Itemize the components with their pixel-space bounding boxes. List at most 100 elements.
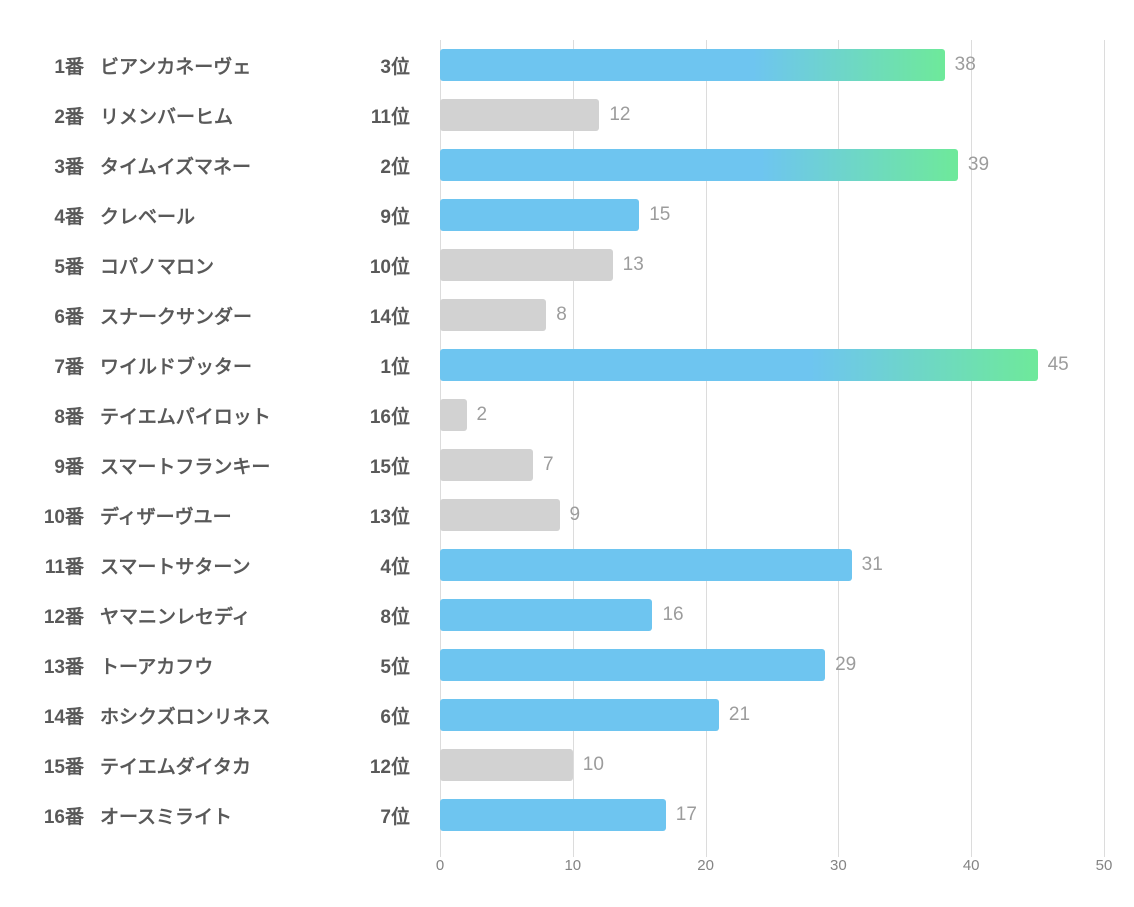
bar-track: 17 (440, 790, 1104, 840)
entry-number: 13番 (30, 652, 100, 679)
x-axis: 01020304050 (440, 857, 1104, 877)
entry-name: スマートフランキー (100, 452, 320, 479)
chart-row: 9番スマートフランキー15位 7 (30, 440, 1104, 490)
chart-row: 5番コパノマロン10位 13 (30, 240, 1104, 290)
chart-row: 8番テイエムパイロット16位2 (30, 390, 1104, 440)
bar-track: 15 (440, 190, 1104, 240)
entry-number: 7番 (30, 352, 100, 379)
entry-rank: 16位 (320, 402, 440, 429)
entry-name: ビアンカネーヴェ (100, 52, 320, 79)
bar-track: 8 (440, 290, 1104, 340)
bar-value-label: 2 (477, 404, 488, 426)
chart-row: 16番オースミライト7位 17 (30, 790, 1104, 840)
bar-value-label: 7 (543, 454, 554, 476)
chart-row: 10番ディザーヴユー13位9 (30, 490, 1104, 540)
bar-value-label: 8 (556, 304, 567, 326)
bar (440, 749, 573, 781)
entry-rank: 14位 (320, 302, 440, 329)
chart-row: 7番ワイルドブッター1位45 (30, 340, 1104, 390)
bar-value-label: 10 (583, 754, 604, 776)
bar-value-label: 9 (570, 504, 581, 526)
entry-name: トーアカフウ (100, 652, 320, 679)
entry-name: ディザーヴユー (100, 502, 320, 529)
entry-rank: 13位 (320, 502, 440, 529)
bar-value-label: 29 (835, 654, 856, 676)
entry-name: リメンバーヒム (100, 102, 320, 129)
bar (440, 449, 533, 481)
bar-track: 29 (440, 640, 1104, 690)
entry-number: 16番 (30, 802, 100, 829)
entry-number: 6番 (30, 302, 100, 329)
chart-row: 2番リメンバーヒム11位 12 (30, 90, 1104, 140)
bar-track: 45 (440, 340, 1104, 390)
entry-number: 1番 (30, 52, 100, 79)
entry-rank: 8位 (320, 602, 440, 629)
entry-name: コパノマロン (100, 252, 320, 279)
entry-rank: 2位 (320, 152, 440, 179)
entry-name: タイムイズマネー (100, 152, 320, 179)
bar-value-label: 15 (649, 204, 670, 226)
bar (440, 49, 945, 81)
entry-rank: 12位 (320, 752, 440, 779)
bar-track: 39 (440, 140, 1104, 190)
bar-track: 38 (440, 40, 1104, 90)
bar (440, 99, 599, 131)
chart-row: 12番ヤマニンレセディ8位 16 (30, 590, 1104, 640)
x-axis-tick: 10 (564, 857, 581, 874)
ranking-bar-chart: 1番ビアンカネーヴェ3位38 2番リメンバーヒム11位 12 3番タイムイズマネー2位… (0, 0, 1134, 907)
bar-value-label: 39 (968, 154, 989, 176)
entry-rank: 7位 (320, 802, 440, 829)
bar-track: 21 (440, 690, 1104, 740)
chart-row: 3番タイムイズマネー2位 39 (30, 140, 1104, 190)
bar (440, 199, 639, 231)
entry-rank: 11位 (320, 102, 440, 129)
bar-value-label: 16 (662, 604, 683, 626)
entry-number: 2番 (30, 102, 100, 129)
entry-name: ヤマニンレセディ (100, 602, 320, 629)
bar-value-label: 17 (676, 804, 697, 826)
entry-name: オースミライト (100, 802, 320, 829)
chart-row: 11番スマートサターン4位31 (30, 540, 1104, 590)
entry-number: 9番 (30, 452, 100, 479)
chart-row: 4番クレベール9位15 (30, 190, 1104, 240)
entry-number: 15番 (30, 752, 100, 779)
chart-row: 1番ビアンカネーヴェ3位38 (30, 40, 1104, 90)
bar (440, 299, 546, 331)
entry-rank: 4位 (320, 552, 440, 579)
bar (440, 499, 560, 531)
bar (440, 149, 958, 181)
entry-number: 3番 (30, 152, 100, 179)
entry-number: 8番 (30, 402, 100, 429)
entry-number: 5番 (30, 252, 100, 279)
bar-track: 12 (440, 90, 1104, 140)
entry-name: スマートサターン (100, 552, 320, 579)
x-axis-tick: 40 (963, 857, 980, 874)
x-axis-tick: 50 (1096, 857, 1113, 874)
bar-value-label: 31 (862, 554, 883, 576)
chart-row: 15番テイエムダイタカ12位 10 (30, 740, 1104, 790)
bar (440, 249, 613, 281)
entry-rank: 9位 (320, 202, 440, 229)
bar-value-label: 13 (623, 254, 644, 276)
chart-row: 13番トーアカフウ5位 29 (30, 640, 1104, 690)
bar (440, 649, 825, 681)
entry-rank: 15位 (320, 452, 440, 479)
x-axis-tick: 30 (830, 857, 847, 874)
bar-value-label: 45 (1048, 354, 1069, 376)
gridline (1104, 40, 1105, 857)
entry-rank: 5位 (320, 652, 440, 679)
entry-rank: 10位 (320, 252, 440, 279)
entry-number: 12番 (30, 602, 100, 629)
entry-name: スナークサンダー (100, 302, 320, 329)
chart-rows: 1番ビアンカネーヴェ3位38 2番リメンバーヒム11位 12 3番タイムイズマネー2位… (30, 40, 1104, 840)
bar (440, 349, 1038, 381)
bar-value-label: 21 (729, 704, 750, 726)
bar (440, 399, 467, 431)
entry-number: 14番 (30, 702, 100, 729)
entry-number: 4番 (30, 202, 100, 229)
bar (440, 699, 719, 731)
entry-name: テイエムダイタカ (100, 752, 320, 779)
entry-rank: 6位 (320, 702, 440, 729)
bar-value-label: 12 (609, 104, 630, 126)
x-axis-tick: 0 (436, 857, 444, 874)
